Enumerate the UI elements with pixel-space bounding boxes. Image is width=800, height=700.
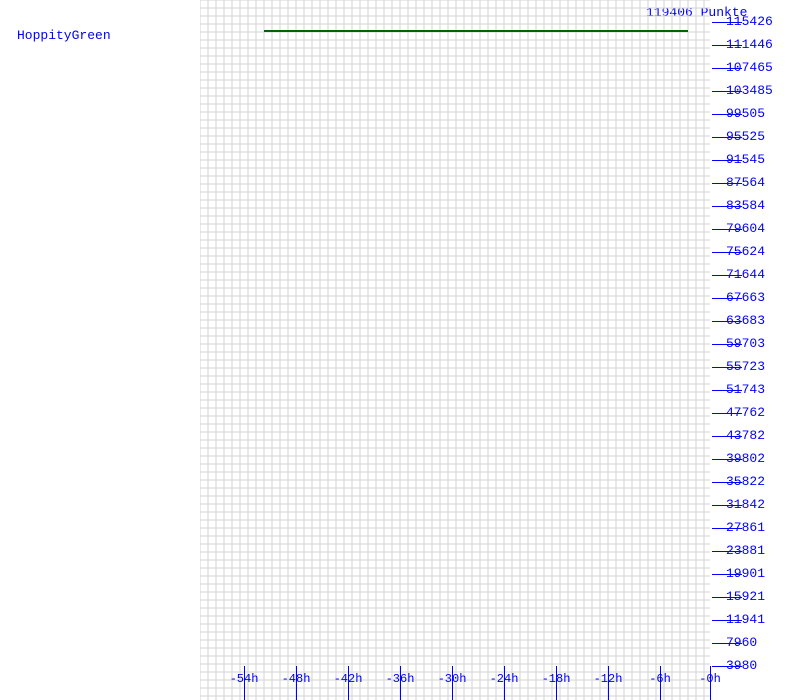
y-tick-label: 107465 bbox=[726, 60, 773, 75]
series-line bbox=[264, 30, 688, 32]
y-tick-label: 95525 bbox=[726, 129, 765, 144]
y-tick-label: 59703 bbox=[726, 336, 765, 351]
y-tick-label: 115426 bbox=[726, 14, 773, 29]
y-tick-label: 79604 bbox=[726, 221, 765, 236]
y-tick-label: 43782 bbox=[726, 428, 765, 443]
y-tick-label: 55723 bbox=[726, 359, 765, 374]
y-tick-label: 51743 bbox=[726, 382, 765, 397]
x-tick-label: -42h bbox=[334, 672, 363, 686]
y-tick-label: 15921 bbox=[726, 589, 765, 604]
y-tick-label: 31842 bbox=[726, 497, 765, 512]
y-tick-label: 19901 bbox=[726, 566, 765, 581]
y-tick-label: 99505 bbox=[726, 106, 765, 121]
y-tick-label: 111446 bbox=[726, 37, 773, 52]
y-tick-label: 63683 bbox=[726, 313, 765, 328]
x-tick-label: -54h bbox=[230, 672, 259, 686]
y-tick-label: 7960 bbox=[726, 635, 757, 650]
x-tick-label: -12h bbox=[594, 672, 623, 686]
x-tick-label: -18h bbox=[542, 672, 571, 686]
x-tick-label: -24h bbox=[490, 672, 519, 686]
chart-plot-area bbox=[200, 0, 710, 700]
y-tick-label: 75624 bbox=[726, 244, 765, 259]
y-tick-label: 3980 bbox=[726, 658, 757, 673]
y-tick-label: 83584 bbox=[726, 198, 765, 213]
y-tick-label: 47762 bbox=[726, 405, 765, 420]
y-tick-label: 39802 bbox=[726, 451, 765, 466]
x-tick-label: -48h bbox=[282, 672, 311, 686]
y-tick-label: 27861 bbox=[726, 520, 765, 535]
y-tick-label: 11941 bbox=[726, 612, 765, 627]
x-tick-label: -36h bbox=[386, 672, 415, 686]
y-tick-label: 23881 bbox=[726, 543, 765, 558]
y-tick-label: 91545 bbox=[726, 152, 765, 167]
y-tick-label: 87564 bbox=[726, 175, 765, 190]
x-tick-label: -30h bbox=[438, 672, 467, 686]
y-tick-label: 35822 bbox=[726, 474, 765, 489]
player-name-label: HoppityGreen bbox=[17, 28, 111, 43]
x-tick-label: -6h bbox=[649, 672, 671, 686]
x-tick-label: -0h bbox=[699, 672, 721, 686]
y-tick-label: 67663 bbox=[726, 290, 765, 305]
y-tick-label: 103485 bbox=[726, 83, 773, 98]
y-tick-label: 71644 bbox=[726, 267, 765, 282]
chart-grid bbox=[200, 0, 710, 700]
